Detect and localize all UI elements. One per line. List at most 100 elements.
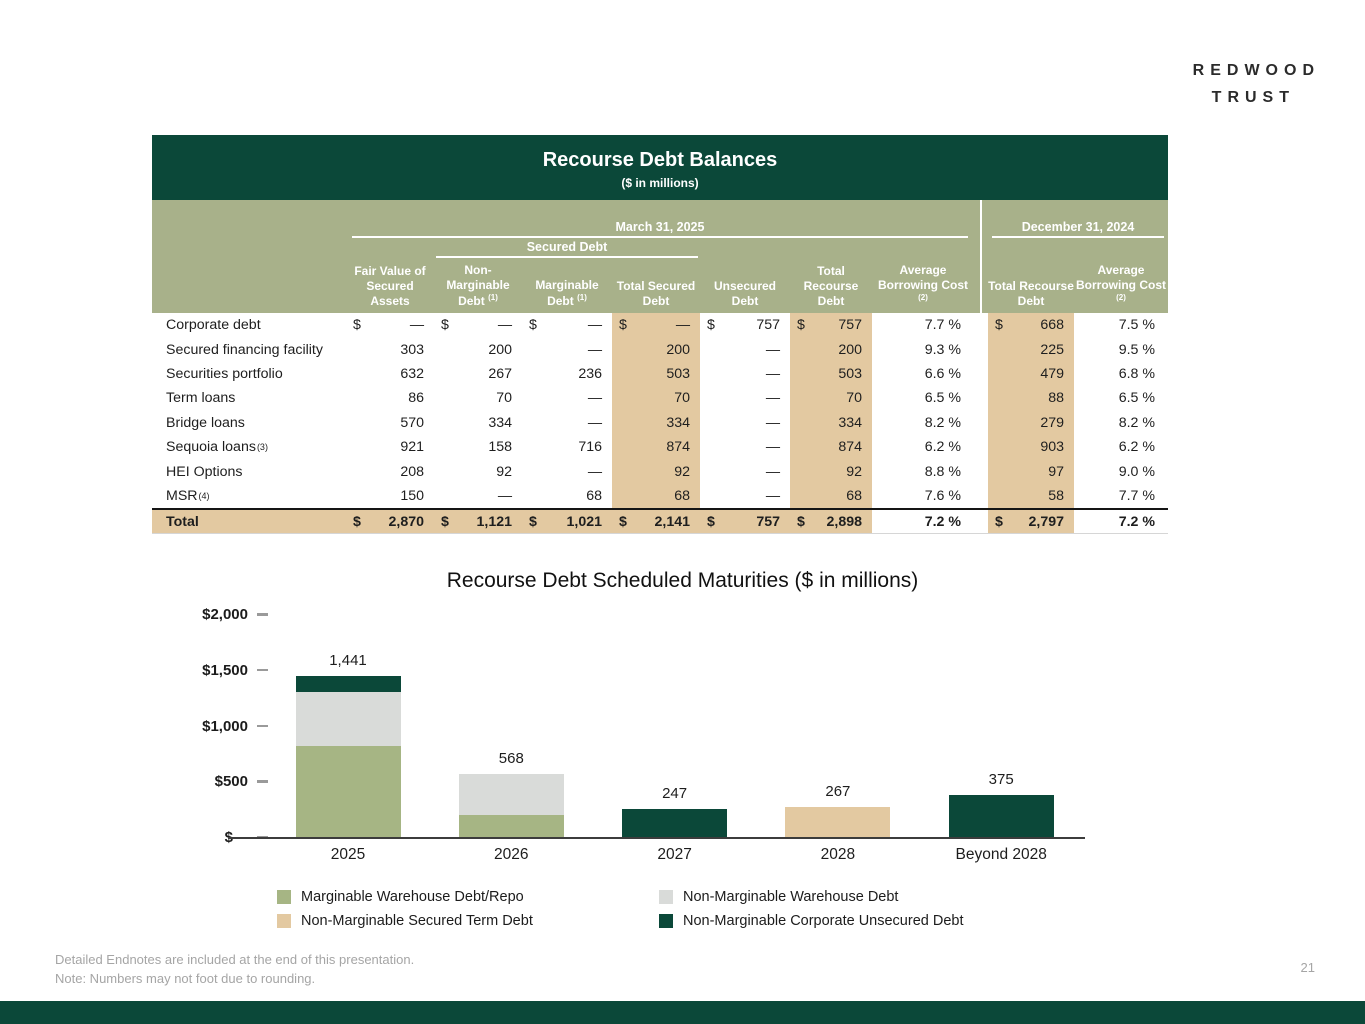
cell-unsecured: — — [700, 435, 790, 459]
dollar-sign: $ — [707, 513, 715, 530]
cell-value: 158 — [488, 439, 512, 456]
cell-value: 7.2 % — [924, 513, 961, 530]
cell-value: 874 — [666, 439, 690, 456]
cell-non-marginable: — — [434, 484, 522, 508]
cell-value: 334 — [838, 414, 862, 431]
col-header-label: Fair Value of Secured Assets — [354, 264, 426, 308]
col-header-label: Total Recourse Debt — [988, 279, 1074, 308]
cell-value: 6.2 % — [924, 439, 961, 456]
page-number: 21 — [1300, 960, 1315, 975]
dollar-sign: $ — [797, 317, 805, 334]
bar-total-label-beyond-2028: 375 — [988, 771, 1014, 789]
row-label: Total — [152, 510, 346, 534]
row-label-text: HEI Options — [166, 463, 243, 480]
cell-value: — — [497, 317, 512, 334]
cell-dec-avg-borrowing-cost: 6.8 % — [1074, 362, 1168, 386]
dollar-sign: $ — [441, 317, 449, 334]
column-group-december-31-2024: December 31, 2024 — [992, 200, 1164, 238]
cell-value: 6.5 % — [1118, 390, 1155, 407]
col-header-non-marginable-debt: Non-Marginable Debt (1) — [434, 258, 522, 313]
col-header-label: Average Borrowing Cost (2) — [1076, 263, 1166, 302]
cell-dec-avg-borrowing-cost: 7.7 % — [1074, 484, 1168, 508]
bar-total-label-2028: 267 — [825, 783, 851, 801]
x-axis-label-2025: 2025 — [330, 846, 366, 863]
cell-marginable: 68 — [522, 484, 612, 508]
maturities-bar-chart: $2,000 $1,500 $1,000 $500 $— 1,441 2025 568 2026… — [0, 600, 1365, 863]
table-subtitle: ($ in millions) — [621, 176, 699, 190]
cell-separator — [974, 313, 988, 337]
cell-non-marginable: 92 — [434, 459, 522, 483]
column-group-march-31-2025: March 31, 2025 — [352, 200, 968, 238]
col-header-total-recourse-debt: Total Recourse Debt — [790, 258, 872, 313]
cell-non-marginable: 158 — [434, 435, 522, 459]
cell-fair-value: 150 — [346, 484, 434, 508]
cell-dec-total-recourse: 97 — [988, 459, 1074, 484]
cell-value: — — [409, 317, 424, 334]
cell-dec-avg-borrowing-cost: 8.2 % — [1074, 411, 1168, 435]
cell-dec-avg-borrowing-cost: 6.5 % — [1074, 386, 1168, 410]
cell-unsecured: $757 — [700, 313, 790, 337]
y-axis-tick-label: $2,000 — [202, 606, 248, 623]
cell-value: 903 — [1040, 439, 1064, 456]
cell-value: 2,797 — [1028, 513, 1064, 530]
cell-total-recourse: 92 — [790, 459, 872, 484]
bar-segment-non-marginable-corporate-unsecured-debt — [948, 795, 1054, 837]
cell-value: 9.0 % — [1118, 463, 1155, 480]
cell-value: — — [587, 390, 602, 407]
dollar-sign: $ — [619, 317, 627, 334]
cell-marginable: — — [522, 411, 612, 435]
cell-avg-borrowing-cost: 8.2 % — [872, 411, 974, 435]
x-axis-label-2028: 2028 — [820, 846, 856, 863]
cell-fair-value: 921 — [346, 435, 434, 459]
cell-dec-total-recourse: 903 — [988, 434, 1074, 460]
cell-dec-total-recourse: 88 — [988, 386, 1074, 411]
table-row-total: Total $2,870 $1,121 $1,021 $2,141 $757 $2,898 7… — [152, 508, 1168, 534]
cell-value: 86 — [408, 390, 424, 407]
cell-value: 479 — [1040, 365, 1064, 382]
cell-dec-total-recourse: 479 — [988, 361, 1074, 387]
cell-value: 70 — [674, 390, 690, 407]
cell-value: 7.7 % — [1118, 487, 1155, 504]
cell-value: — — [587, 317, 602, 334]
section-separator — [974, 258, 988, 313]
y-axis-tick-label: $1,000 — [202, 717, 248, 735]
cell-dec-total-recourse: $2,797 — [988, 510, 1074, 534]
col-header-average-borrowing-cost: Average Borrowing Cost (2) — [872, 258, 974, 313]
dollar-sign: $ — [529, 513, 537, 530]
cell-separator — [974, 386, 988, 410]
logo-text-redwood: REDWOOD — [1192, 62, 1320, 79]
row-label-sup: (4) — [198, 490, 210, 501]
cell-value: 1,021 — [566, 513, 602, 530]
cell-marginable: $1,021 — [522, 510, 612, 534]
cell-value: 92 — [496, 463, 512, 480]
recourse-debt-balances-table: Recourse Debt Balances ($ in millions) M… — [152, 135, 1168, 535]
cell-fair-value: 570 — [346, 411, 434, 435]
cell-value: 200 — [838, 341, 862, 358]
cell-avg-borrowing-cost: 6.5 % — [872, 386, 974, 410]
cell-value: — — [765, 463, 780, 480]
cell-value: 757 — [756, 317, 780, 334]
cell-value: 874 — [838, 439, 862, 456]
cell-marginable: 716 — [522, 435, 612, 459]
cell-value: 208 — [400, 463, 424, 480]
cell-marginable: — — [522, 459, 612, 483]
row-label-text: Sequoia loans — [166, 439, 256, 456]
table-title: Recourse Debt Balances — [542, 149, 778, 171]
legend-label: Marginable Warehouse Debt/Repo — [301, 889, 524, 905]
cell-unsecured: — — [700, 362, 790, 386]
cell-value: 1,121 — [476, 513, 512, 530]
row-label: MSR (4) — [152, 484, 346, 508]
cell-avg-borrowing-cost: 8.8 % — [872, 459, 974, 483]
dollar-sign: $ — [441, 513, 449, 530]
cell-total-recourse: 874 — [790, 434, 872, 460]
cell-value: 334 — [666, 414, 690, 431]
cell-separator — [974, 411, 988, 435]
y-axis-tick-mark — [257, 613, 268, 616]
cell-value: 303 — [400, 341, 424, 358]
row-label-text: Term loans — [166, 390, 236, 407]
col-header-label: Unsecured Debt — [713, 279, 777, 308]
cell-value: 757 — [838, 317, 862, 334]
legend-label: Non-Marginable Secured Term Debt — [301, 913, 533, 929]
cell-value: — — [587, 414, 602, 431]
